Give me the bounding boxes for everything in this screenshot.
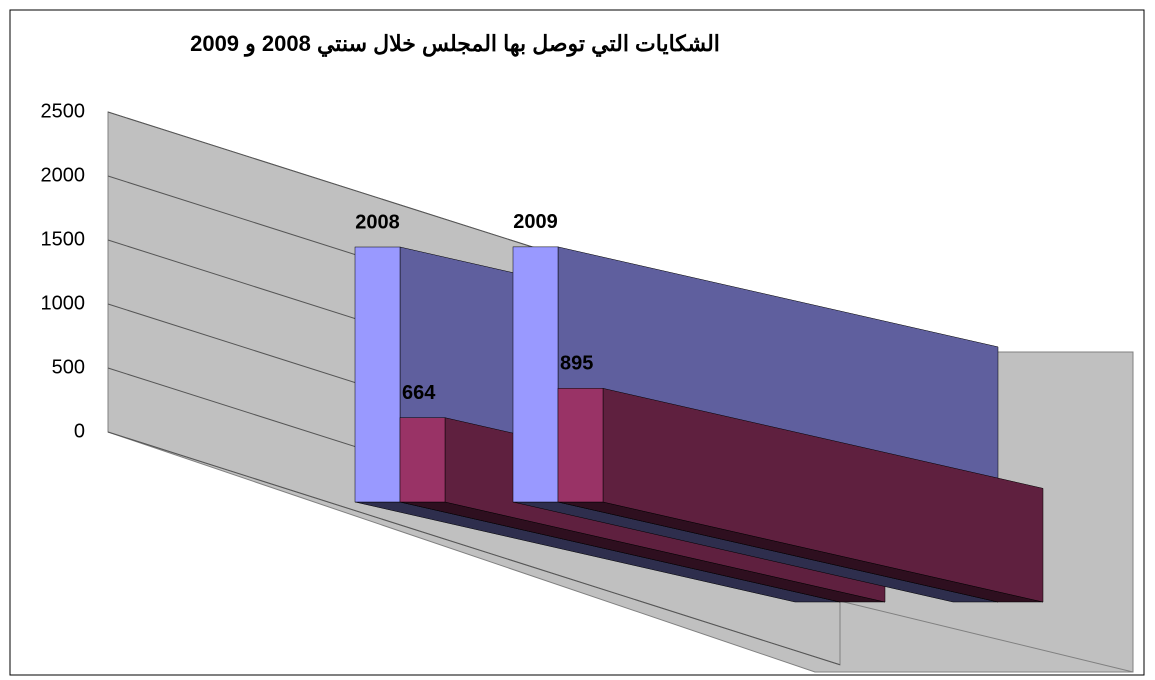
grid-line	[107, 431, 841, 666]
y-tick-label: 0	[74, 420, 85, 442]
bar-front	[512, 246, 559, 503]
bar-front	[354, 246, 401, 503]
bar-front	[557, 388, 604, 503]
data-label: 895	[560, 353, 593, 375]
chart-title: الشكايات التي توصل بها المجلس خلال سنتي …	[190, 31, 720, 57]
y-tick-label: 1000	[41, 292, 86, 314]
y-tick-label: 2500	[41, 100, 86, 122]
data-label: 664	[402, 382, 436, 404]
y-tick-label: 2000	[41, 164, 86, 186]
y-tick-label: 500	[52, 356, 85, 378]
data-label: 2008	[355, 211, 400, 233]
bar	[557, 388, 1044, 603]
bar-front	[399, 417, 446, 503]
y-tick-label: 1500	[41, 228, 86, 250]
data-label: 2009	[513, 211, 558, 233]
